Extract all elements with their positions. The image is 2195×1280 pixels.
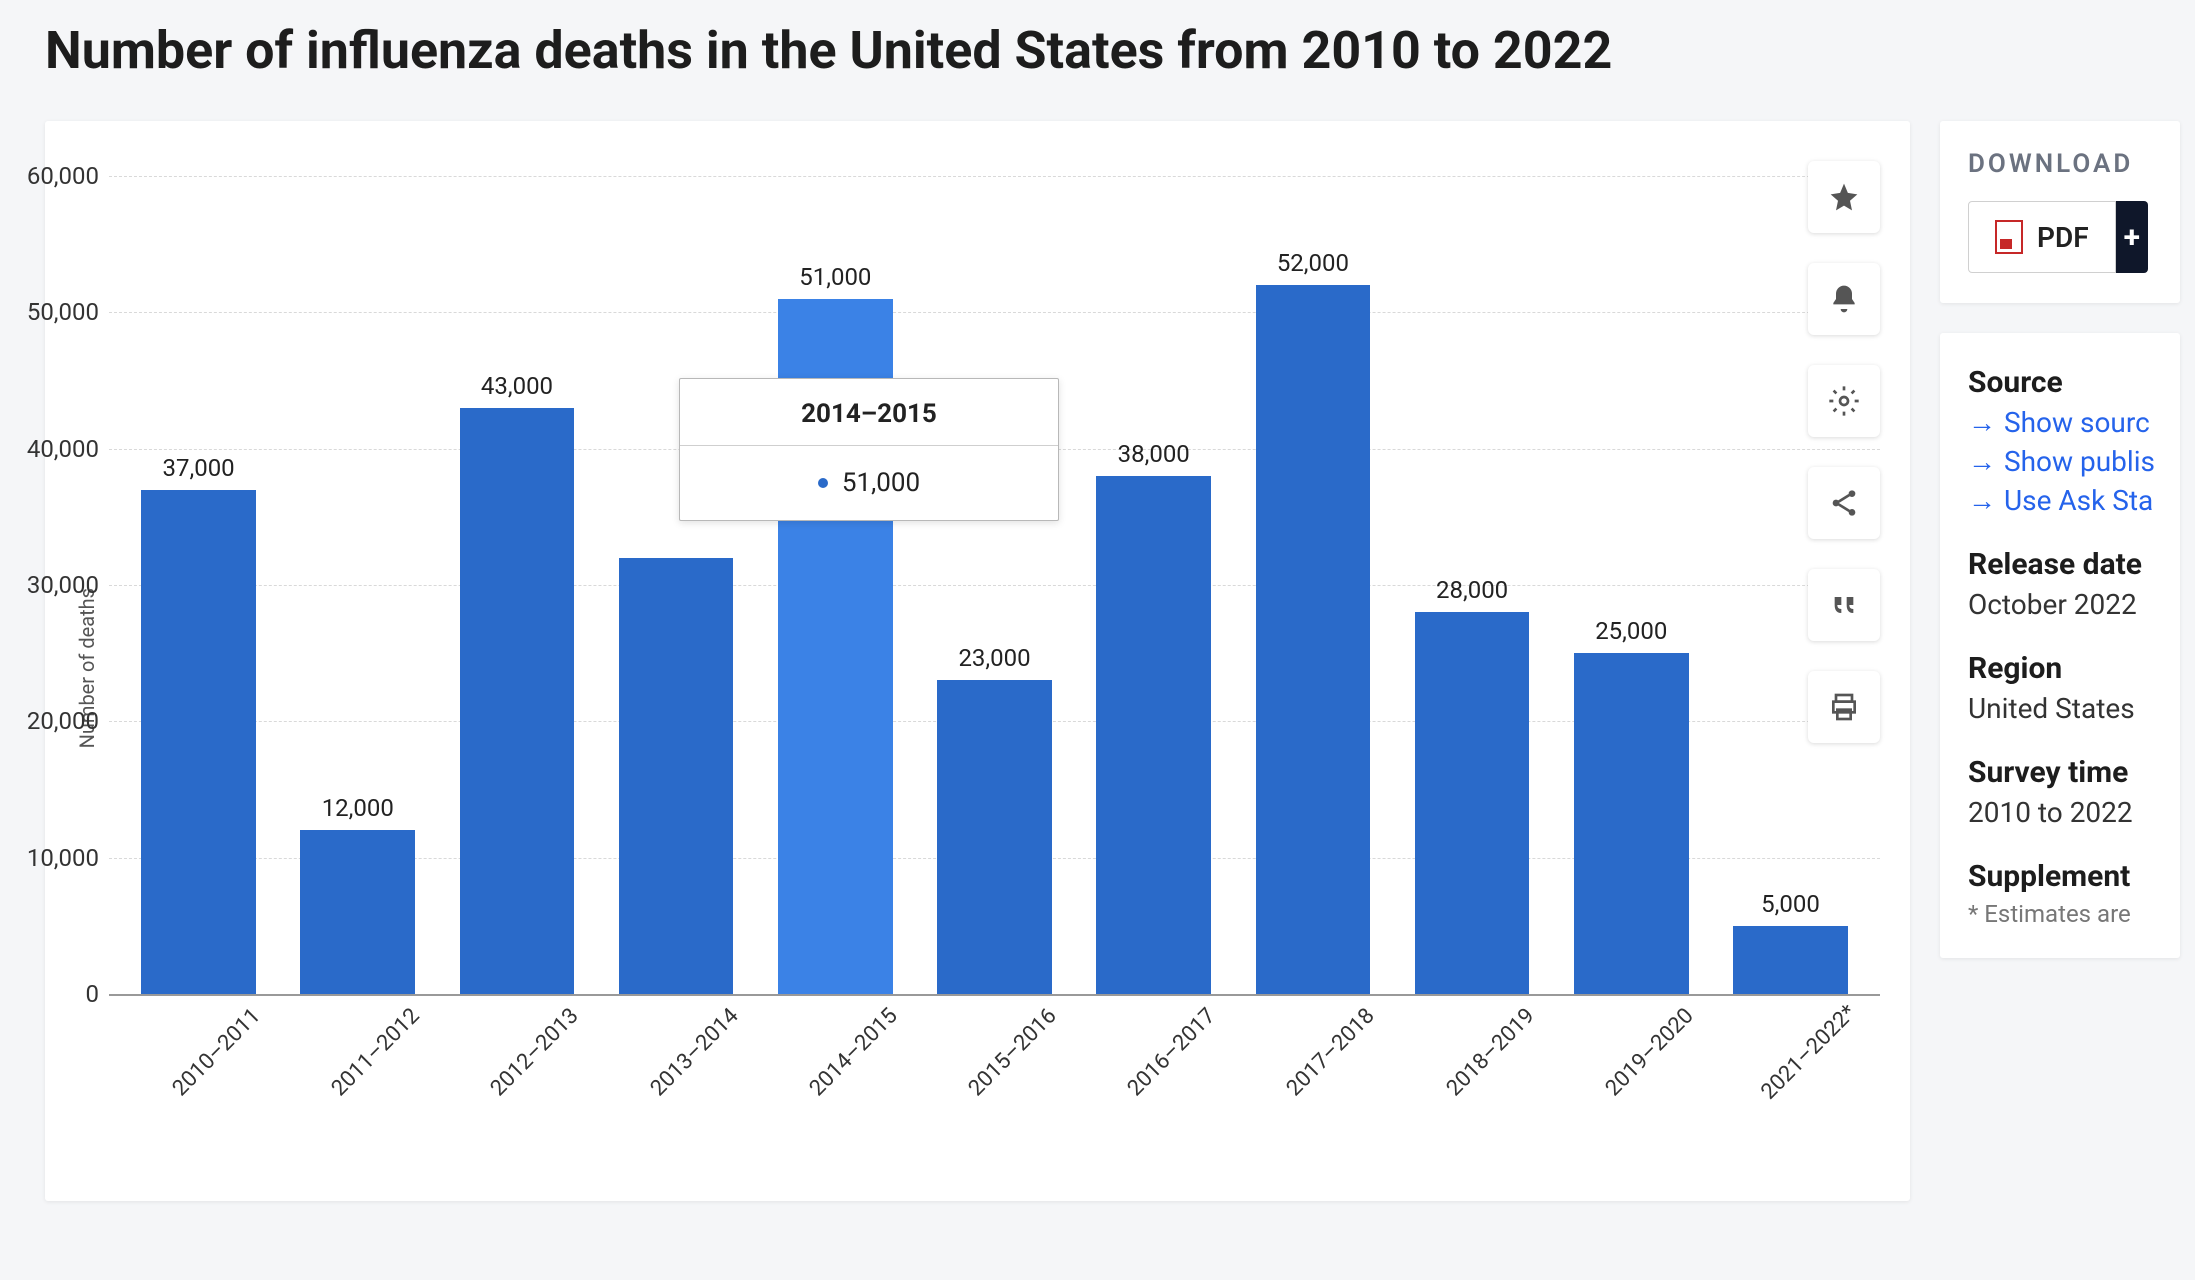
bar[interactable] <box>460 408 575 994</box>
chart-area: Number of deaths 010,00020,00030,00040,0… <box>75 176 1880 1161</box>
source-link[interactable]: Show sourc <box>1968 406 2180 439</box>
sidebar: DOWNLOAD PDF + Source Show sourc Show pub… <box>1940 121 2180 958</box>
bar-value-label: 23,000 <box>958 644 1030 672</box>
tooltip-title: 2014–2015 <box>680 379 1058 446</box>
print-button[interactable] <box>1808 671 1880 743</box>
x-tick-label: 2017–2018 <box>1266 987 1396 1117</box>
supplement-heading: Supplement <box>1968 859 2180 894</box>
plot-wrap: 010,00020,00030,00040,00050,00060,000 37… <box>109 176 1880 1161</box>
survey-time-heading: Survey time <box>1968 755 2180 790</box>
chart-card: Number of deaths 010,00020,00030,00040,0… <box>45 121 1910 1201</box>
bar-slot: 23,000 <box>915 176 1074 994</box>
bar-value-label: 5,000 <box>1761 890 1820 918</box>
release-date-heading: Release date <box>1968 547 2180 582</box>
x-tick-label: 2018–2019 <box>1425 987 1555 1117</box>
pdf-icon <box>1995 220 2023 254</box>
share-button[interactable] <box>1808 467 1880 539</box>
bar[interactable] <box>937 680 1052 994</box>
bar-slot: 43,000 <box>437 176 596 994</box>
star-button[interactable] <box>1808 161 1880 233</box>
bar-value-label: 28,000 <box>1436 576 1508 604</box>
bar-slot: 52,000 <box>1233 176 1392 994</box>
bar-slot: 28,000 <box>1393 176 1552 994</box>
y-tick-label: 10,000 <box>0 844 99 872</box>
x-tick-label: 2011–2012 <box>311 987 441 1117</box>
source-link[interactable]: Show publis <box>1968 445 2180 478</box>
bar[interactable] <box>141 490 256 994</box>
download-panel: DOWNLOAD PDF + <box>1940 121 2180 303</box>
y-tick-label: 60,000 <box>0 162 99 190</box>
tooltip-dot-icon <box>818 478 828 488</box>
download-pdf-button[interactable]: PDF <box>1968 201 2116 273</box>
download-more-button[interactable]: + <box>2116 201 2148 273</box>
star-icon <box>1828 181 1860 213</box>
quote-button[interactable] <box>1808 569 1880 641</box>
y-tick-label: 20,000 <box>0 707 99 735</box>
y-tick-label: 50,000 <box>0 298 99 326</box>
tooltip-body: 51,000 <box>680 446 1058 520</box>
bar-slot: 25,000 <box>1552 176 1711 994</box>
tooltip-value: 51,000 <box>842 468 920 498</box>
region-value: United States <box>1968 692 2180 725</box>
region-heading: Region <box>1968 651 2180 686</box>
bar-value-label: 37,000 <box>163 454 235 482</box>
bar-value-label: 43,000 <box>481 372 553 400</box>
bar[interactable] <box>1096 476 1211 994</box>
bar-slot: 38,000 <box>1074 176 1233 994</box>
x-ticks: 2010–20112011–20122012–20132013–20142014… <box>109 1021 1880 1046</box>
source-link[interactable]: Use Ask Sta <box>1968 484 2180 517</box>
share-icon <box>1828 487 1860 519</box>
bar-value-label: 38,000 <box>1118 440 1190 468</box>
gear-icon <box>1828 385 1860 417</box>
bar[interactable] <box>1415 612 1530 994</box>
x-tick-label: 2019–2020 <box>1584 987 1714 1117</box>
action-column <box>1808 161 1880 743</box>
download-heading: DOWNLOAD <box>1968 149 2180 179</box>
bar-slot: 51,000 <box>756 176 915 994</box>
print-icon <box>1828 691 1860 723</box>
bar[interactable] <box>1256 285 1371 994</box>
x-tick-label: 2013–2014 <box>629 987 759 1117</box>
x-tick-label: 2021–2022* <box>1744 987 1874 1117</box>
plot: 010,00020,00030,00040,00050,00060,000 37… <box>109 176 1880 996</box>
y-tick-label: 0 <box>0 980 99 1008</box>
bar-value-label: 52,000 <box>1277 249 1349 277</box>
bar[interactable] <box>1574 653 1689 994</box>
x-tick-label: 2012–2013 <box>470 987 600 1117</box>
survey-time-value: 2010 to 2022 <box>1968 796 2180 829</box>
bar[interactable] <box>619 558 734 994</box>
y-tick-label: 40,000 <box>0 435 99 463</box>
y-tick-label: 30,000 <box>0 571 99 599</box>
page-title: Number of influenza deaths in the United… <box>45 20 2195 81</box>
x-tick-label: 2016–2017 <box>1107 987 1237 1117</box>
bar-value-label: 51,000 <box>799 263 871 291</box>
bar-slot: 37,000 <box>119 176 278 994</box>
bar-slot <box>597 176 756 994</box>
gear-button[interactable] <box>1808 365 1880 437</box>
bar[interactable] <box>300 830 415 994</box>
meta-panel: Source Show sourcShow publisUse Ask Sta … <box>1940 333 2180 958</box>
release-date-value: October 2022 <box>1968 588 2180 621</box>
x-tick-label: 2015–2016 <box>948 987 1078 1117</box>
source-heading: Source <box>1968 365 2180 400</box>
bell-button[interactable] <box>1808 263 1880 335</box>
quote-icon <box>1828 589 1860 621</box>
bell-icon <box>1828 283 1860 315</box>
tooltip: 2014–2015 51,000 <box>679 378 1059 521</box>
bar-value-label: 12,000 <box>322 794 394 822</box>
bar-value-label: 25,000 <box>1595 617 1667 645</box>
bar[interactable] <box>1733 926 1848 994</box>
bars-container: 37,000 12,000 43,000 51,000 23,000 38,000 52,0… <box>109 176 1880 994</box>
x-tick-label: 2010–2011 <box>152 987 282 1117</box>
main-row: Number of deaths 010,00020,00030,00040,0… <box>45 121 2195 1201</box>
x-tick-label: 2014–2015 <box>788 987 918 1117</box>
supplement-note: * Estimates are <box>1968 900 2180 928</box>
download-pdf-label: PDF <box>2037 221 2089 254</box>
bar-slot: 12,000 <box>278 176 437 994</box>
